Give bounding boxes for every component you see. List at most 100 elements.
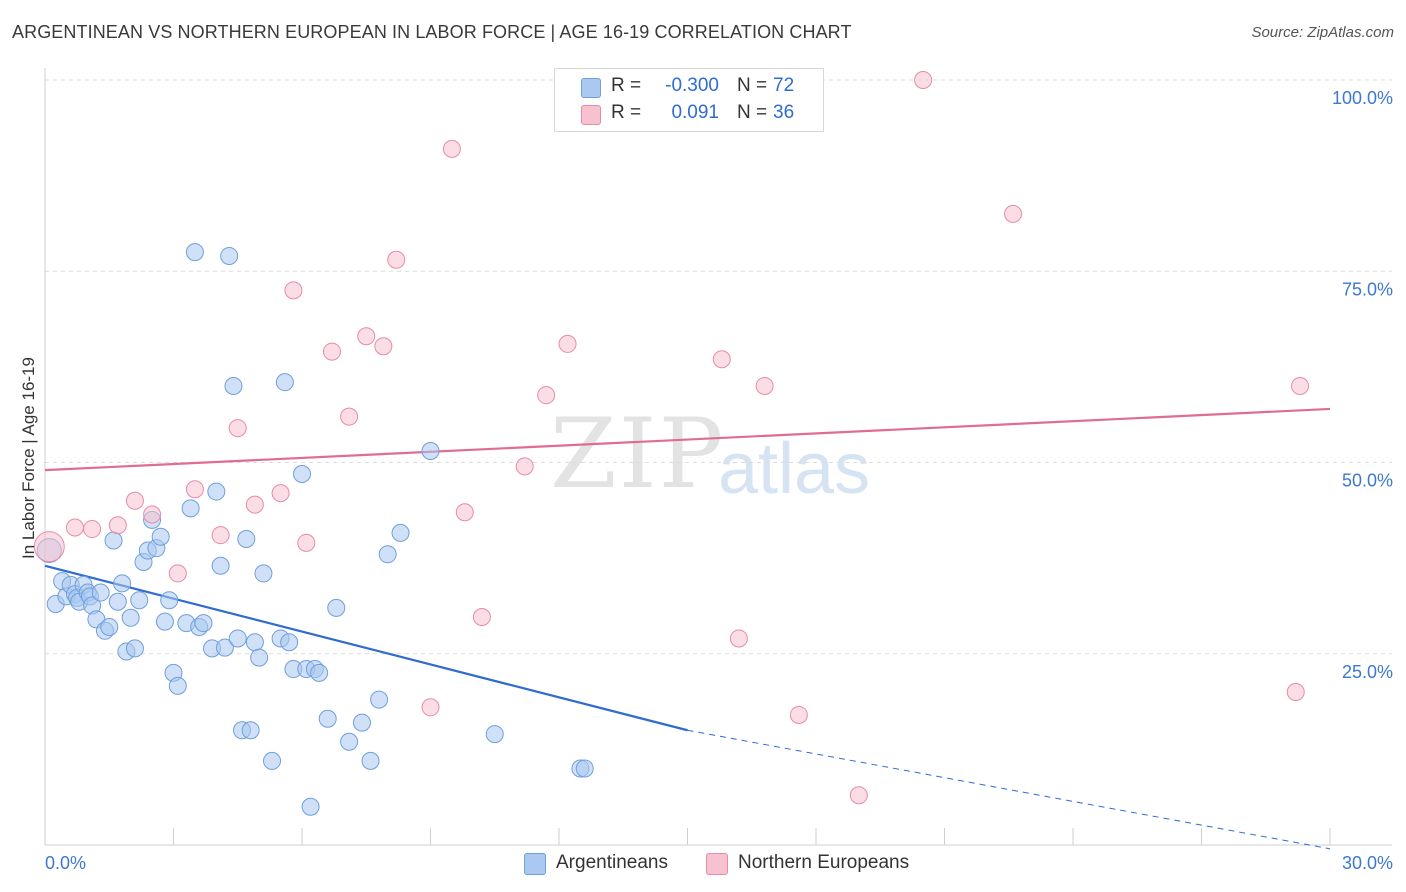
argentinean-point: [391, 523, 410, 542]
northern-european-point: [65, 518, 84, 537]
legend-label: Northern Europeans: [738, 852, 910, 873]
argentinean-point: [168, 676, 187, 695]
argentinean-point: [361, 751, 380, 770]
northern-european-point: [322, 342, 341, 361]
northern-european-point: [755, 377, 774, 395]
northern-european-point: [297, 533, 316, 552]
argentinean-point: [215, 638, 234, 657]
northern-european-point: [108, 516, 127, 535]
northern-european-point: [357, 327, 376, 346]
northern-european-trend-line: [44, 407, 1331, 472]
northern-european-point: [185, 480, 204, 499]
y-tick-label: 75.0%: [1342, 279, 1393, 299]
axes: [44, 68, 1392, 846]
argentinean-point: [121, 608, 140, 627]
northern-european-point: [245, 495, 264, 514]
correlation-legend: R = -0.300 N = 72 R = 0.091 N = 36: [554, 68, 824, 132]
argentinean-point: [181, 499, 200, 518]
watermark-atlas: atlas: [718, 429, 871, 509]
argentinean-point: [155, 612, 174, 631]
northern-european-point: [442, 139, 461, 158]
legend-n-value: 36: [773, 102, 795, 123]
legend-n-label: N =: [737, 75, 768, 96]
argentinean-point: [130, 591, 149, 610]
argentinean-point: [100, 617, 119, 636]
legend-label: Argentineans: [556, 852, 668, 873]
argentinean-point: [301, 797, 320, 816]
northern-european-point: [33, 531, 65, 563]
northern-european-point: [83, 520, 102, 539]
legend-r-value: -0.300: [665, 75, 719, 96]
argentinean-point: [254, 564, 273, 583]
northern-european-point: [1291, 377, 1310, 395]
northern-european-point: [455, 503, 474, 522]
chart-title: ARGENTINEAN VS NORTHERN EUROPEAN IN LABO…: [12, 22, 852, 42]
argentinean-point: [160, 591, 179, 610]
argentinean-point: [211, 556, 230, 575]
northern-european-point: [729, 629, 748, 648]
northern-european-point: [914, 71, 933, 89]
northern-european-point: [789, 705, 808, 724]
argentinean-point: [327, 598, 346, 617]
northern-european-point: [340, 407, 359, 426]
argentinean-trend-extension: [687, 729, 1331, 850]
argentinean-point: [237, 530, 256, 548]
argentinean-point: [293, 464, 311, 483]
legend-swatch-blue: [581, 78, 601, 98]
argentinean-point: [378, 545, 397, 564]
northern-european-point: [712, 350, 731, 369]
northern-european-point: [421, 698, 440, 717]
northern-european-point: [537, 386, 556, 405]
argentinean-point: [108, 592, 127, 611]
legend-r-label: R =: [611, 102, 642, 123]
argentinean-point: [575, 759, 594, 778]
northern-european-point: [515, 457, 534, 476]
argentinean-point: [352, 713, 371, 732]
tick-labels: 100.0% 75.0% 50.0% 25.0% 0.0% 30.0%: [45, 88, 1393, 873]
argentinean-point: [224, 377, 243, 395]
northern-european-point: [271, 484, 290, 503]
source-credit: Source: ZipAtlas.com: [1251, 24, 1394, 41]
argentinean-point: [370, 690, 389, 709]
argentinean-point: [250, 648, 269, 667]
northern-european-point: [387, 250, 406, 269]
argentinean-point: [104, 531, 123, 550]
legend-swatch-pink: [581, 105, 601, 125]
argentinean-point: [340, 732, 359, 751]
argentinean-point: [220, 246, 239, 265]
legend-swatch-pink: [706, 853, 728, 875]
y-tick-label: 50.0%: [1342, 471, 1393, 491]
northern-european-point: [849, 786, 868, 805]
y-tick-label: 25.0%: [1342, 662, 1393, 682]
argentinean-point: [207, 482, 226, 501]
legend-r-value: 0.091: [671, 102, 719, 123]
northern-european-point: [125, 491, 144, 510]
argentinean-point: [245, 633, 264, 652]
argentinean-point: [185, 243, 204, 262]
northern-european-point: [1286, 683, 1305, 701]
argentinean-point: [485, 725, 504, 744]
northern-european-point: [228, 419, 247, 438]
argentinean-trend-line: [44, 564, 688, 732]
trend-lines: [44, 407, 1331, 850]
argentinean-point: [228, 629, 247, 648]
northern-european-point: [1004, 204, 1023, 223]
argentinean-point: [263, 751, 282, 770]
argentinean-point: [280, 633, 299, 652]
legend-r-label: R =: [611, 75, 642, 96]
data-points: [33, 71, 1310, 816]
y-tick-label: 100.0%: [1332, 88, 1393, 108]
legend-n-label: N =: [737, 102, 768, 123]
argentinean-point: [421, 442, 440, 461]
argentinean-point: [91, 583, 110, 602]
y-axis-label: In Labor Force | Age 16-19: [19, 357, 38, 559]
argentinean-point: [318, 709, 337, 728]
argentinean-point: [113, 574, 132, 593]
argentinean-point: [194, 614, 213, 633]
argentinean-point: [310, 663, 329, 682]
legend-swatch-blue: [524, 853, 546, 875]
x-tick-label-right: 30.0%: [1342, 853, 1393, 873]
northern-european-point: [143, 505, 162, 524]
northern-european-point: [284, 281, 303, 300]
